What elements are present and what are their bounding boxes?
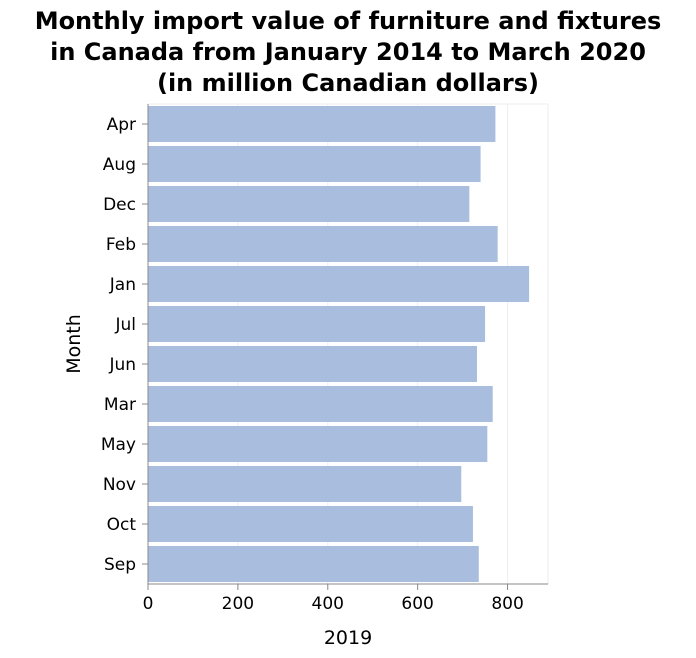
bars: [148, 106, 530, 582]
chart-title: Monthly import value of furniture and fi…: [0, 6, 696, 99]
chart-title-line-1: Monthly import value of furniture and fi…: [34, 7, 662, 35]
x-axis-title: 2019: [324, 627, 372, 649]
y-tick-label: Feb: [106, 235, 136, 255]
y-tick-label: May: [101, 435, 136, 455]
x-tick-label: 0: [143, 594, 154, 614]
bar-may: [148, 426, 488, 462]
bar-dec: [148, 186, 470, 222]
bar-nov: [148, 466, 462, 502]
chart-title-line-2: in Canada from January 2014 to March 202…: [50, 38, 646, 66]
y-tick-label: Apr: [107, 115, 136, 135]
chart-title-line-3: (in million Canadian dollars): [156, 69, 540, 97]
bar-oct: [148, 506, 473, 542]
bar-feb: [148, 226, 498, 262]
axes: Apr Aug Dec Feb Jan Jul Jun Mar May Nov Oct Sep 0 200…: [101, 104, 548, 614]
y-tick-label: Jun: [108, 355, 136, 375]
y-tick-label: Dec: [103, 195, 136, 215]
x-tick-label: 200: [222, 594, 254, 614]
x-tick-label: 800: [491, 594, 523, 614]
y-tick-label: Jan: [109, 275, 136, 295]
y-tick-label: Jul: [114, 315, 136, 335]
y-tick-label: Oct: [107, 515, 137, 535]
bar-aug: [148, 146, 481, 182]
y-tick-label: Sep: [104, 555, 136, 575]
x-tick-label: 600: [401, 594, 433, 614]
bar-jul: [148, 306, 486, 342]
y-tick-label: Mar: [104, 395, 136, 415]
y-axis-title: Month: [63, 314, 85, 374]
bar-mar: [148, 386, 493, 422]
bar-jan: [148, 266, 530, 302]
x-tick-label: 400: [312, 594, 344, 614]
bar-jun: [148, 346, 477, 382]
bar-apr: [148, 106, 496, 142]
bar-sep: [148, 546, 479, 582]
y-tick-label: Aug: [103, 155, 136, 175]
y-tick-label: Nov: [103, 475, 136, 495]
